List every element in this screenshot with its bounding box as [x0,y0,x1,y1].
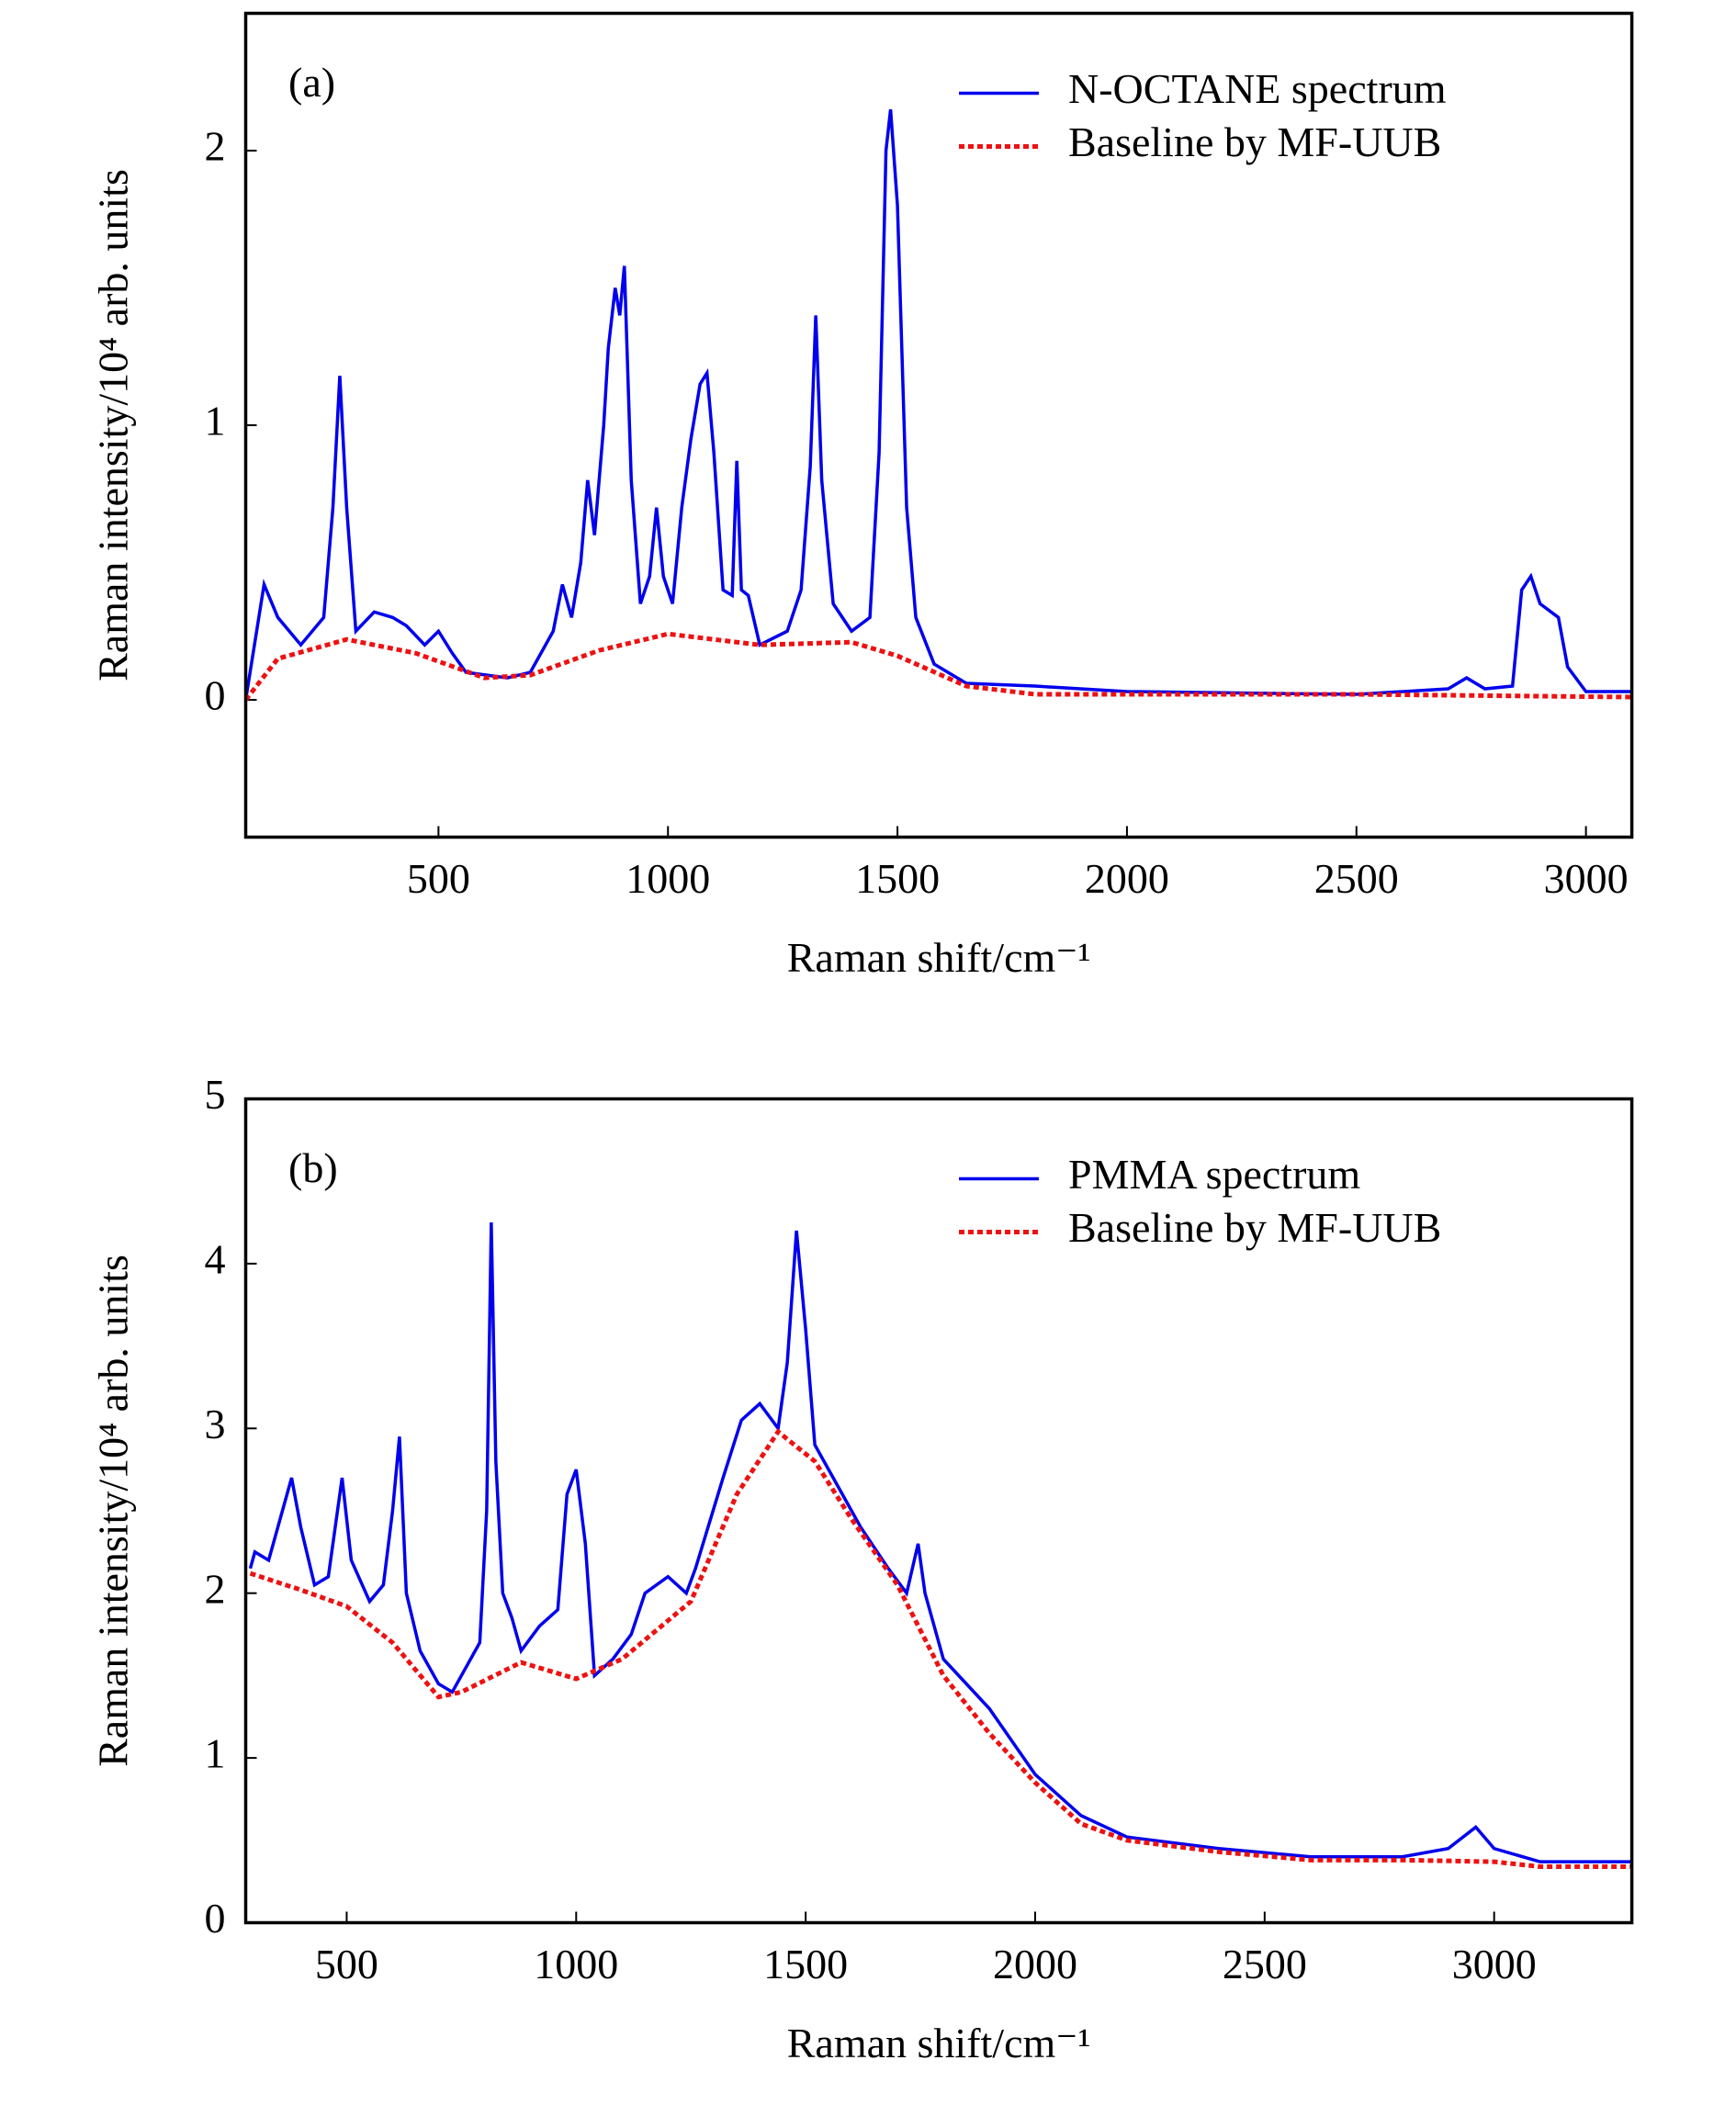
x-tick-label: 3000 [1544,855,1629,902]
y-tick-label: 2 [205,1565,226,1612]
panel-label: (b) [288,1144,338,1191]
series-line [245,108,1632,701]
legend-label: Baseline by MF-UUB [1068,1204,1441,1251]
x-tick-label: 2500 [1314,855,1399,902]
plot-frame [243,11,1634,839]
panel-label: (a) [288,59,335,106]
series-line [245,631,1632,702]
y-tick-label: 2 [205,123,226,170]
legend-label: Baseline by MF-UUB [1068,118,1441,165]
x-axis-label: Raman shift/cm⁻¹ [787,934,1091,981]
x-tick-label: 1000 [626,855,710,902]
y-tick-label: 5 [205,1071,226,1118]
y-tick-label: 3 [205,1401,226,1447]
x-axis-label: Raman shift/cm⁻¹ [787,2020,1091,2066]
series-line [248,1222,1632,1863]
series-line [249,1428,1632,1869]
y-tick-label: 0 [205,1895,226,1942]
y-tick-label: 1 [205,398,226,445]
x-tick-label: 2000 [1085,855,1169,902]
legend-label: PMMA spectrum [1068,1151,1360,1198]
x-tick-label: 2500 [1223,1941,1307,1987]
x-tick-label: 2000 [993,1941,1077,1987]
y-axis-label: Raman intensity/10⁴ arb. units [90,169,137,681]
x-tick-label: 3000 [1452,1941,1537,1987]
y-tick-label: 1 [205,1730,226,1777]
x-tick-label: 500 [407,855,470,902]
plot-frame [243,1097,1634,1925]
x-tick-label: 1500 [855,855,940,902]
x-tick-label: 1000 [534,1941,618,1987]
legend-label: N-OCTANE spectrum [1068,65,1447,112]
y-tick-label: 0 [205,672,226,719]
x-tick-label: 500 [315,1941,378,1987]
x-tick-label: 1500 [763,1941,848,1987]
y-axis-label: Raman intensity/10⁴ arb. units [90,1255,137,1767]
y-tick-label: 4 [205,1235,226,1282]
